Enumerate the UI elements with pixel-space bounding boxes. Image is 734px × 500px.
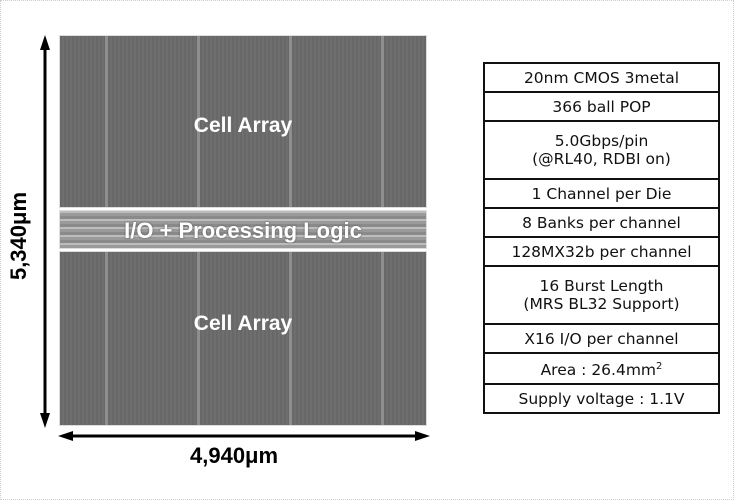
spec-row: 128MX32b per channel [483,236,720,267]
width-dimension-label: 4,940μm [190,443,279,468]
spec-row: 8 Banks per channel [483,207,720,238]
spec-row: 16 Burst Length (MRS BL32 Support) [483,265,720,325]
horizontal-dimension-arrow [58,431,430,441]
spec-line: 16 Burst Length [539,277,664,295]
spec-cell: 128MX32b per channel [483,236,720,267]
spec-cell: 366 ball POP [483,91,720,122]
cell-array-top: Cell Array [59,35,427,208]
spec-cell: 8 Banks per channel [483,207,720,238]
spec-row: Supply voltage : 1.1V [483,383,720,415]
spec-cell: X16 I/O per channel [483,323,720,354]
spec-row: 1 Channel per Die [483,178,720,209]
spec-cell: 1 Channel per Die [483,178,720,209]
spec-row: 366 ball POP [483,91,720,122]
cell-array-bottom: Cell Array [59,251,427,426]
spec-row: Area : 26.4mm2 [483,351,720,386]
superscript: 2 [656,361,663,372]
cell-array-bottom-label: Cell Array [193,312,293,335]
vertical-dimension-arrow [40,35,50,428]
spec-line: Area : 26.4mm [540,361,657,380]
spec-cell: 16 Burst Length (MRS BL32 Support) [483,265,720,325]
spec-cell: 5.0Gbps/pin (@RL40, RDBI on) [483,120,720,180]
io-block-label: I/O + Processing Logic [124,218,362,243]
spec-row: 20nm CMOS 3metal [483,62,720,93]
height-dimension-label: 5,340μm [6,191,31,281]
spec-cell: Area : 26.4mm2 [483,351,720,386]
spec-line: (MRS BL32 Support) [523,295,680,313]
spec-cell: 20nm CMOS 3metal [483,62,720,93]
spec-line: (@RL40, RDBI on) [532,150,671,168]
spec-cell: Supply voltage : 1.1V [483,383,720,415]
cell-array-top-label: Cell Array [193,114,293,137]
spec-row: 5.0Gbps/pin (@RL40, RDBI on) [483,120,720,180]
spec-line: 5.0Gbps/pin [554,132,649,150]
spec-table: 20nm CMOS 3metal 366 ball POP 5.0Gbps/pi… [483,62,720,415]
spec-row: X16 I/O per channel [483,323,720,354]
io-processing-logic-block: I/O + Processing Logic [59,210,427,249]
